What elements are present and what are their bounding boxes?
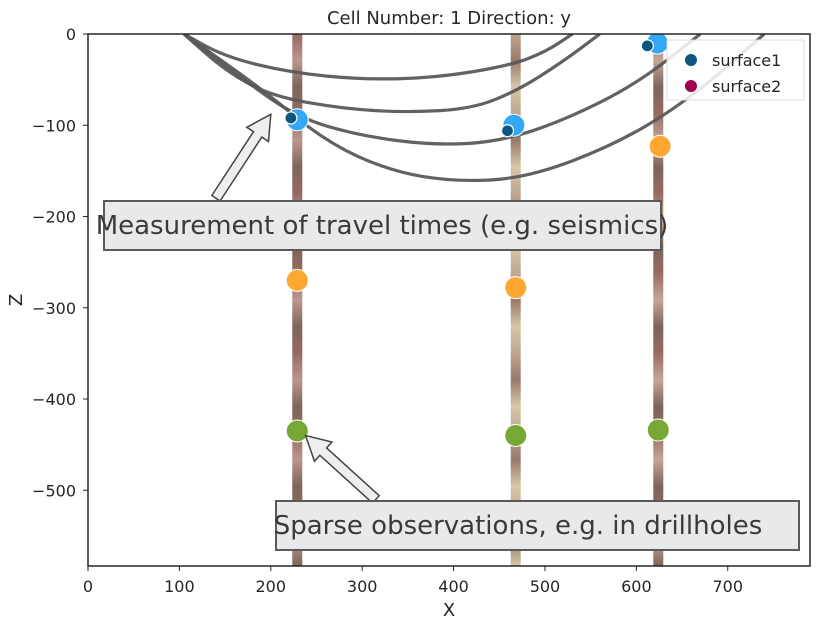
y-tick-label: −100 <box>32 116 76 135</box>
y-tick-label: −300 <box>32 299 76 318</box>
contour-line <box>182 34 702 146</box>
observation-point <box>648 134 672 158</box>
x-axis-label: X <box>443 600 455 621</box>
y-tick-label: 0 <box>66 25 76 44</box>
surface-point <box>640 39 654 53</box>
legend-marker-surface2 <box>685 80 697 92</box>
surface-point <box>284 111 298 125</box>
plot-area <box>182 34 766 566</box>
x-tick-label: 400 <box>438 577 469 596</box>
y-axis-ticks: 0 −100 −200 −300 −400 −500 <box>32 25 88 500</box>
drillhole <box>510 34 521 566</box>
observation-point <box>504 276 528 300</box>
legend-label-surface2: surface2 <box>712 77 781 96</box>
contour-line <box>183 34 574 81</box>
x-tick-label: 600 <box>621 577 652 596</box>
annotation-arrow <box>210 112 272 203</box>
legend-marker-surface1 <box>685 54 697 66</box>
contour-line <box>183 34 766 183</box>
observation-point <box>504 424 528 448</box>
x-tick-label: 700 <box>712 577 743 596</box>
annotation-text: Measurement of travel times (e.g. seismi… <box>96 211 669 241</box>
annotation-drillholes: Sparse observations, e.g. in drillholes <box>274 434 800 551</box>
x-tick-label: 300 <box>347 577 378 596</box>
observation-point <box>646 418 670 442</box>
x-tick-label: 0 <box>83 577 93 596</box>
annotation-text: Sparse observations, e.g. in drillholes <box>274 511 763 541</box>
y-tick-label: −400 <box>32 390 76 409</box>
annotation-arrow <box>304 434 381 505</box>
observation-point <box>285 419 309 443</box>
drillhole <box>653 34 664 566</box>
legend-label-surface1: surface1 <box>712 51 781 70</box>
y-axis-label: Z <box>6 294 27 306</box>
annotation-box <box>103 200 662 251</box>
plot-frame <box>87 33 811 567</box>
annotation-box <box>275 500 800 551</box>
annotation-seismics: Measurement of travel times (e.g. seismi… <box>96 112 669 251</box>
surface-point <box>500 124 515 138</box>
x-tick-label: 200 <box>256 577 287 596</box>
drillhole <box>292 34 303 566</box>
x-tick-label: 500 <box>530 577 561 596</box>
observation-point <box>285 268 309 292</box>
x-axis-ticks: 0 100 200 300 400 500 600 700 <box>83 566 743 596</box>
legend: surface1 surface2 <box>666 39 805 101</box>
y-tick-label: −500 <box>32 481 76 500</box>
contours-layer <box>182 34 766 183</box>
drillholes-layer <box>292 34 664 566</box>
y-tick-label: −200 <box>32 208 76 227</box>
contour-line <box>182 34 601 114</box>
annotations-layer: Measurement of travel times (e.g. seismi… <box>96 112 800 551</box>
x-tick-label: 100 <box>164 577 195 596</box>
chart-title: Cell Number: 1 Direction: y <box>327 8 571 29</box>
surface-points-layer <box>284 39 654 138</box>
